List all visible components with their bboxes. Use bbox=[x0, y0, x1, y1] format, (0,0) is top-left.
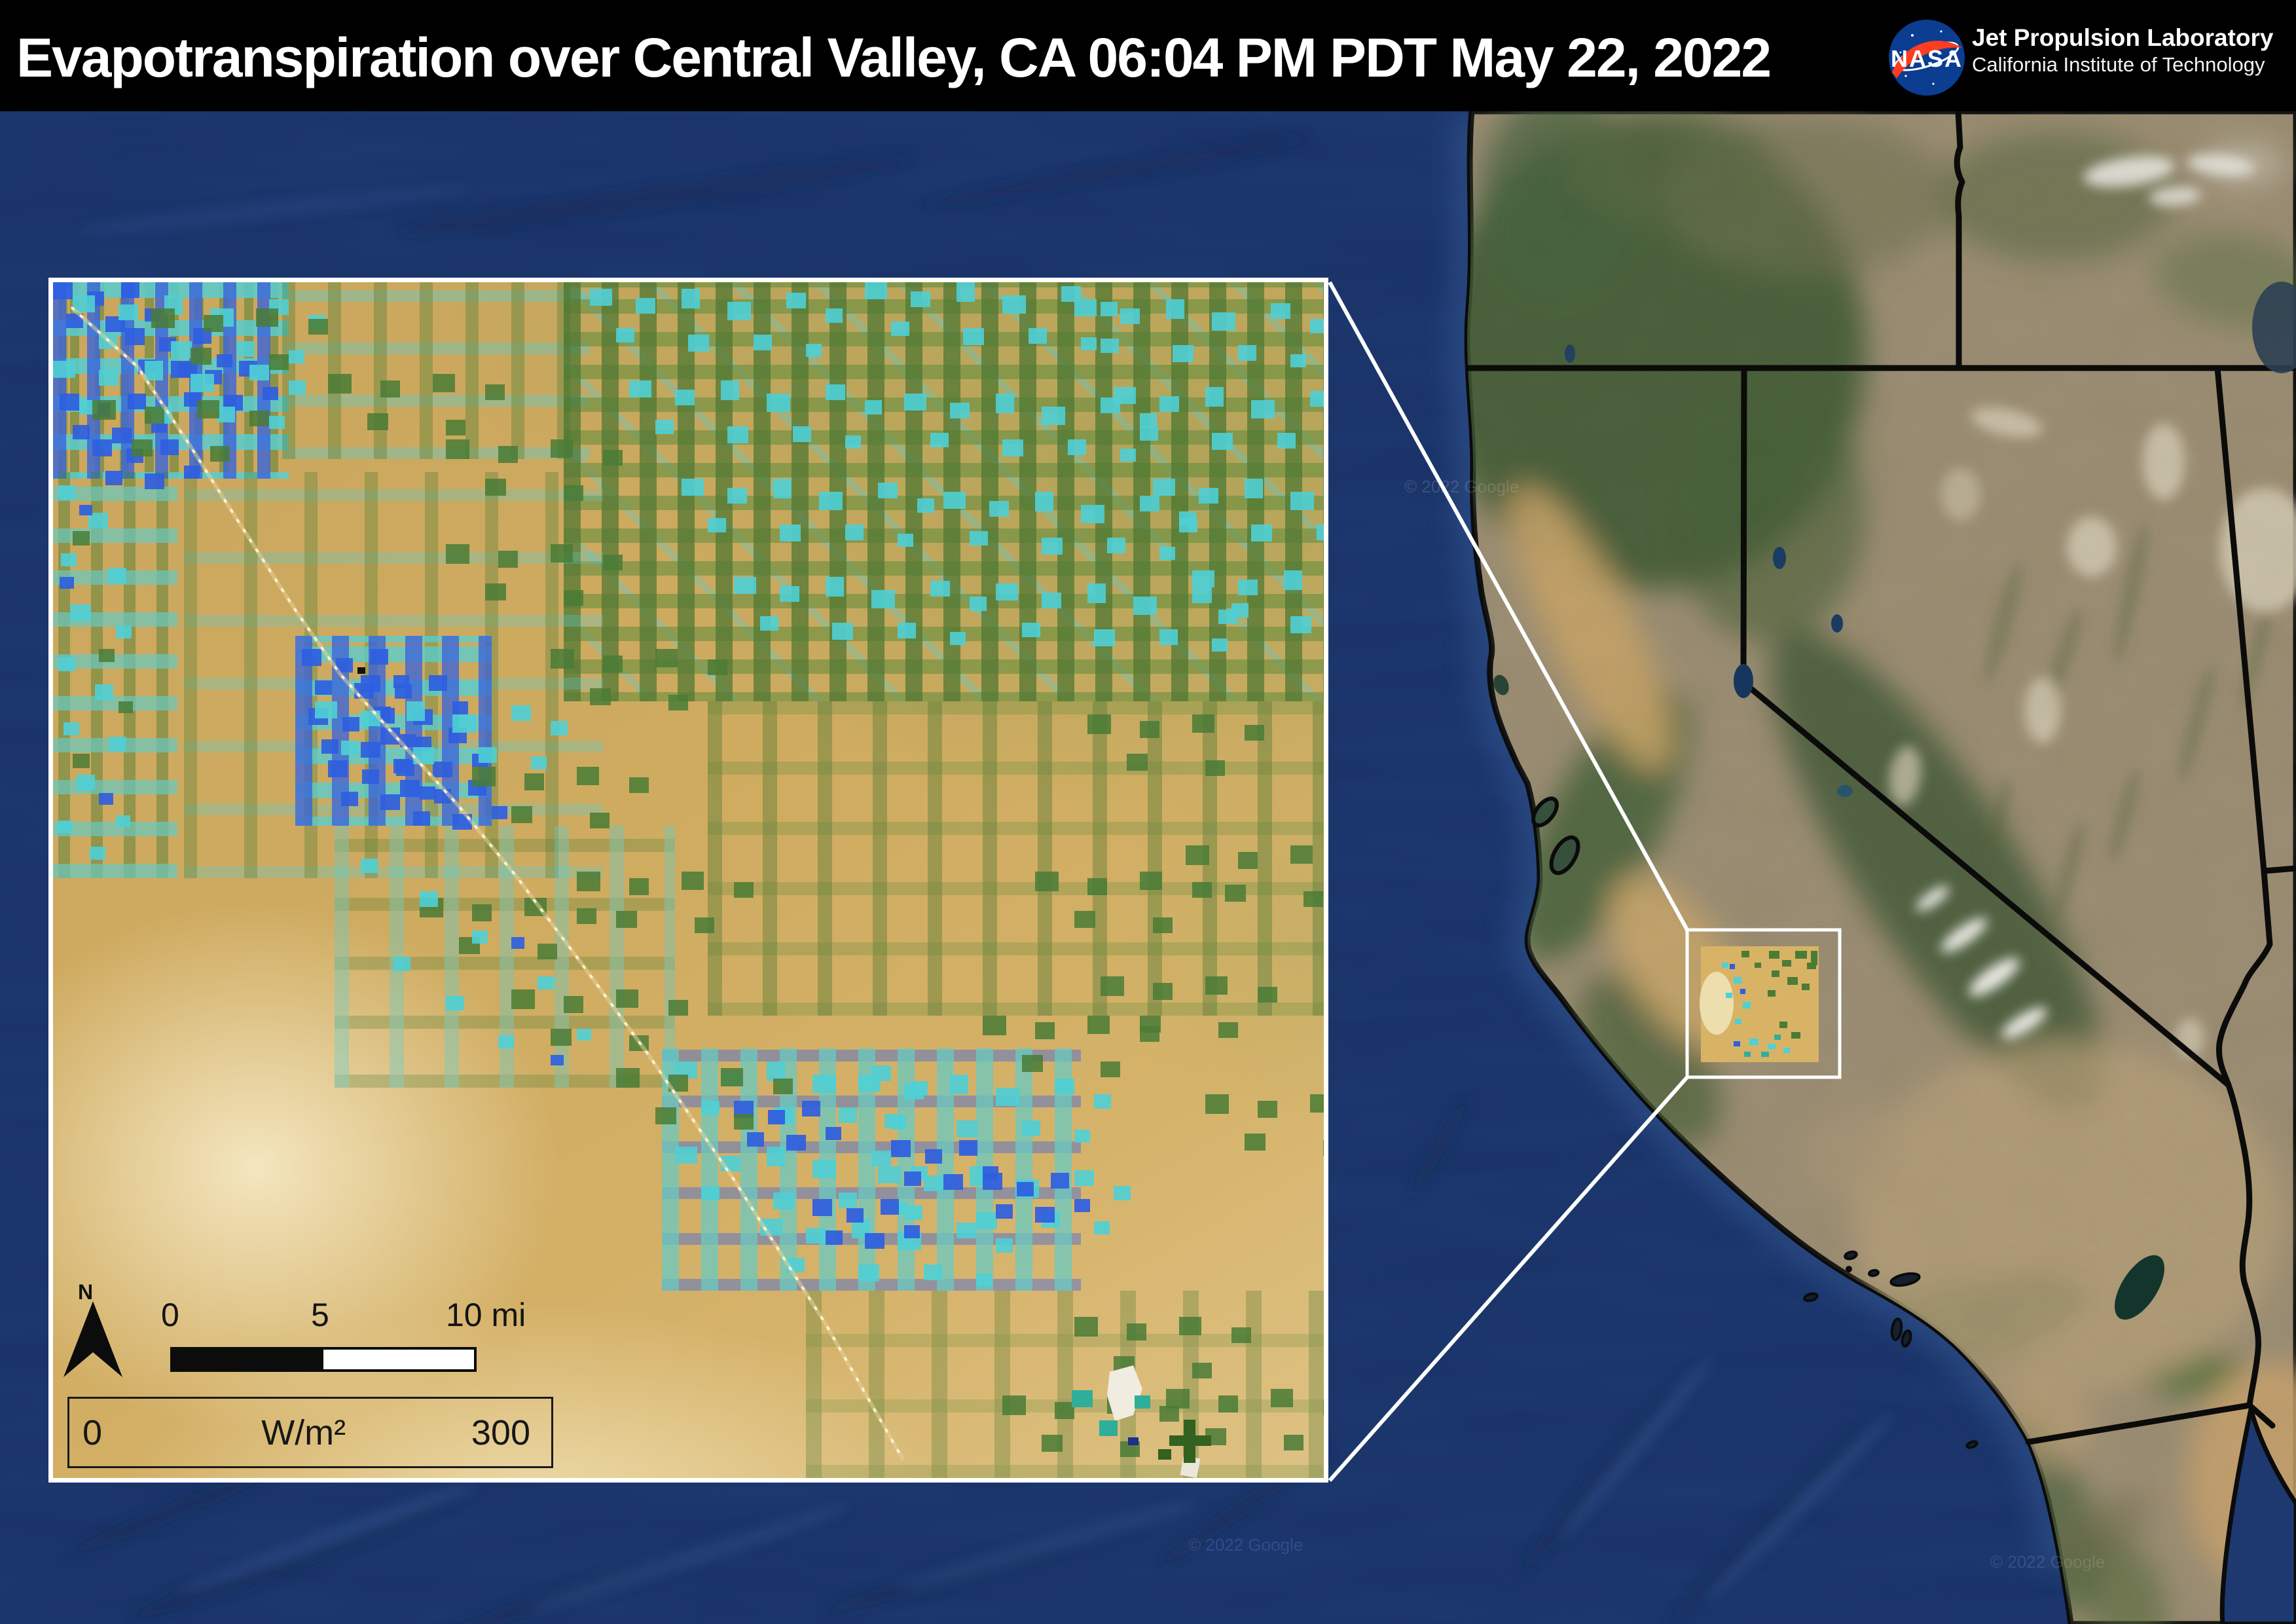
colorbar-max-label: 300 bbox=[471, 1412, 530, 1452]
scale-bar bbox=[170, 1347, 477, 1372]
san-francisco-bay bbox=[1531, 796, 1580, 876]
road-line bbox=[71, 306, 905, 1462]
gulf-of-california bbox=[2219, 1409, 2296, 1624]
inset-extent-rectangle bbox=[1685, 928, 1842, 1079]
pond-dark bbox=[1128, 1437, 1139, 1445]
north-label: N bbox=[78, 1280, 94, 1304]
snow-patches bbox=[1916, 154, 2255, 1039]
watermark-desert: © 2022 Google bbox=[1990, 1552, 2105, 1572]
mini-et-overlay bbox=[1700, 946, 1819, 1062]
scale-bar-filled-half bbox=[173, 1350, 323, 1369]
inset-connector-lines bbox=[1328, 281, 1689, 1482]
dark-spot bbox=[357, 667, 365, 674]
great-salt-lake bbox=[2252, 282, 2296, 373]
cloud-patch bbox=[1107, 1365, 1142, 1421]
field-mosaic-right-mid bbox=[708, 701, 1324, 1016]
lakes bbox=[1493, 282, 2296, 1320]
scale-tick-start: 0 bbox=[161, 1297, 179, 1333]
field-mosaic-top-sparse bbox=[282, 282, 590, 459]
goose-lake bbox=[1565, 344, 1575, 363]
clear-lake bbox=[1493, 674, 1509, 695]
north-arrow-icon bbox=[64, 1301, 122, 1377]
salton-sea bbox=[2115, 1255, 2164, 1320]
pyramid-lake bbox=[1773, 547, 1786, 569]
channel-islands bbox=[1803, 1250, 1978, 1449]
nasa-logo-icon: NASA bbox=[1889, 20, 1965, 96]
border-us-mexico bbox=[2025, 1402, 2276, 1445]
seafloor-ridges bbox=[67, 136, 1893, 1624]
colorbar-unit-label: W/m² bbox=[261, 1412, 346, 1452]
scale-tick-end: 10 mi bbox=[446, 1297, 526, 1333]
field-mosaic-bottomright bbox=[806, 1291, 1324, 1478]
nasa-logo-text: NASA bbox=[1891, 45, 1963, 72]
teal-fields bbox=[1072, 1390, 1150, 1436]
border-utah-arizona bbox=[2261, 865, 2296, 874]
mono-lake bbox=[1837, 785, 1853, 797]
jpl-name: Jet Propulsion Laboratory bbox=[1972, 24, 2274, 51]
colorbar-min-label: 0 bbox=[82, 1412, 103, 1452]
scale-tick-middle: 5 bbox=[311, 1297, 329, 1333]
watermark-forest: © 2022 Google bbox=[1404, 477, 1519, 496]
dark-green-fields bbox=[1158, 1420, 1211, 1463]
walker-lake bbox=[1831, 614, 1843, 633]
inset-map: N 0 5 10 mi 0 W/m² 300 bbox=[48, 278, 1328, 1483]
header-bar: Evapotranspiration over Central Valley, … bbox=[0, 0, 2296, 111]
et-colorbar: 0 W/m² 300 bbox=[67, 1397, 553, 1468]
lake-tahoe bbox=[1734, 664, 1753, 698]
border-nevada-utah bbox=[2214, 365, 2267, 874]
jpl-wordmark: Jet Propulsion Laboratory California Ins… bbox=[1972, 24, 2274, 77]
jpl-subname: California Institute of Technology bbox=[1972, 53, 2265, 76]
border-colorado-river bbox=[2215, 868, 2273, 1409]
page-title: Evapotranspiration over Central Valley, … bbox=[16, 27, 1772, 88]
inset-field-rects bbox=[53, 282, 1324, 1478]
google-watermarks: © 2022 Google © 2022 Google © 2022 Googl… bbox=[1188, 477, 2105, 1572]
border-oregon-idaho bbox=[1954, 111, 1965, 371]
watermark-ocean: © 2022 Google bbox=[1188, 1535, 1303, 1555]
